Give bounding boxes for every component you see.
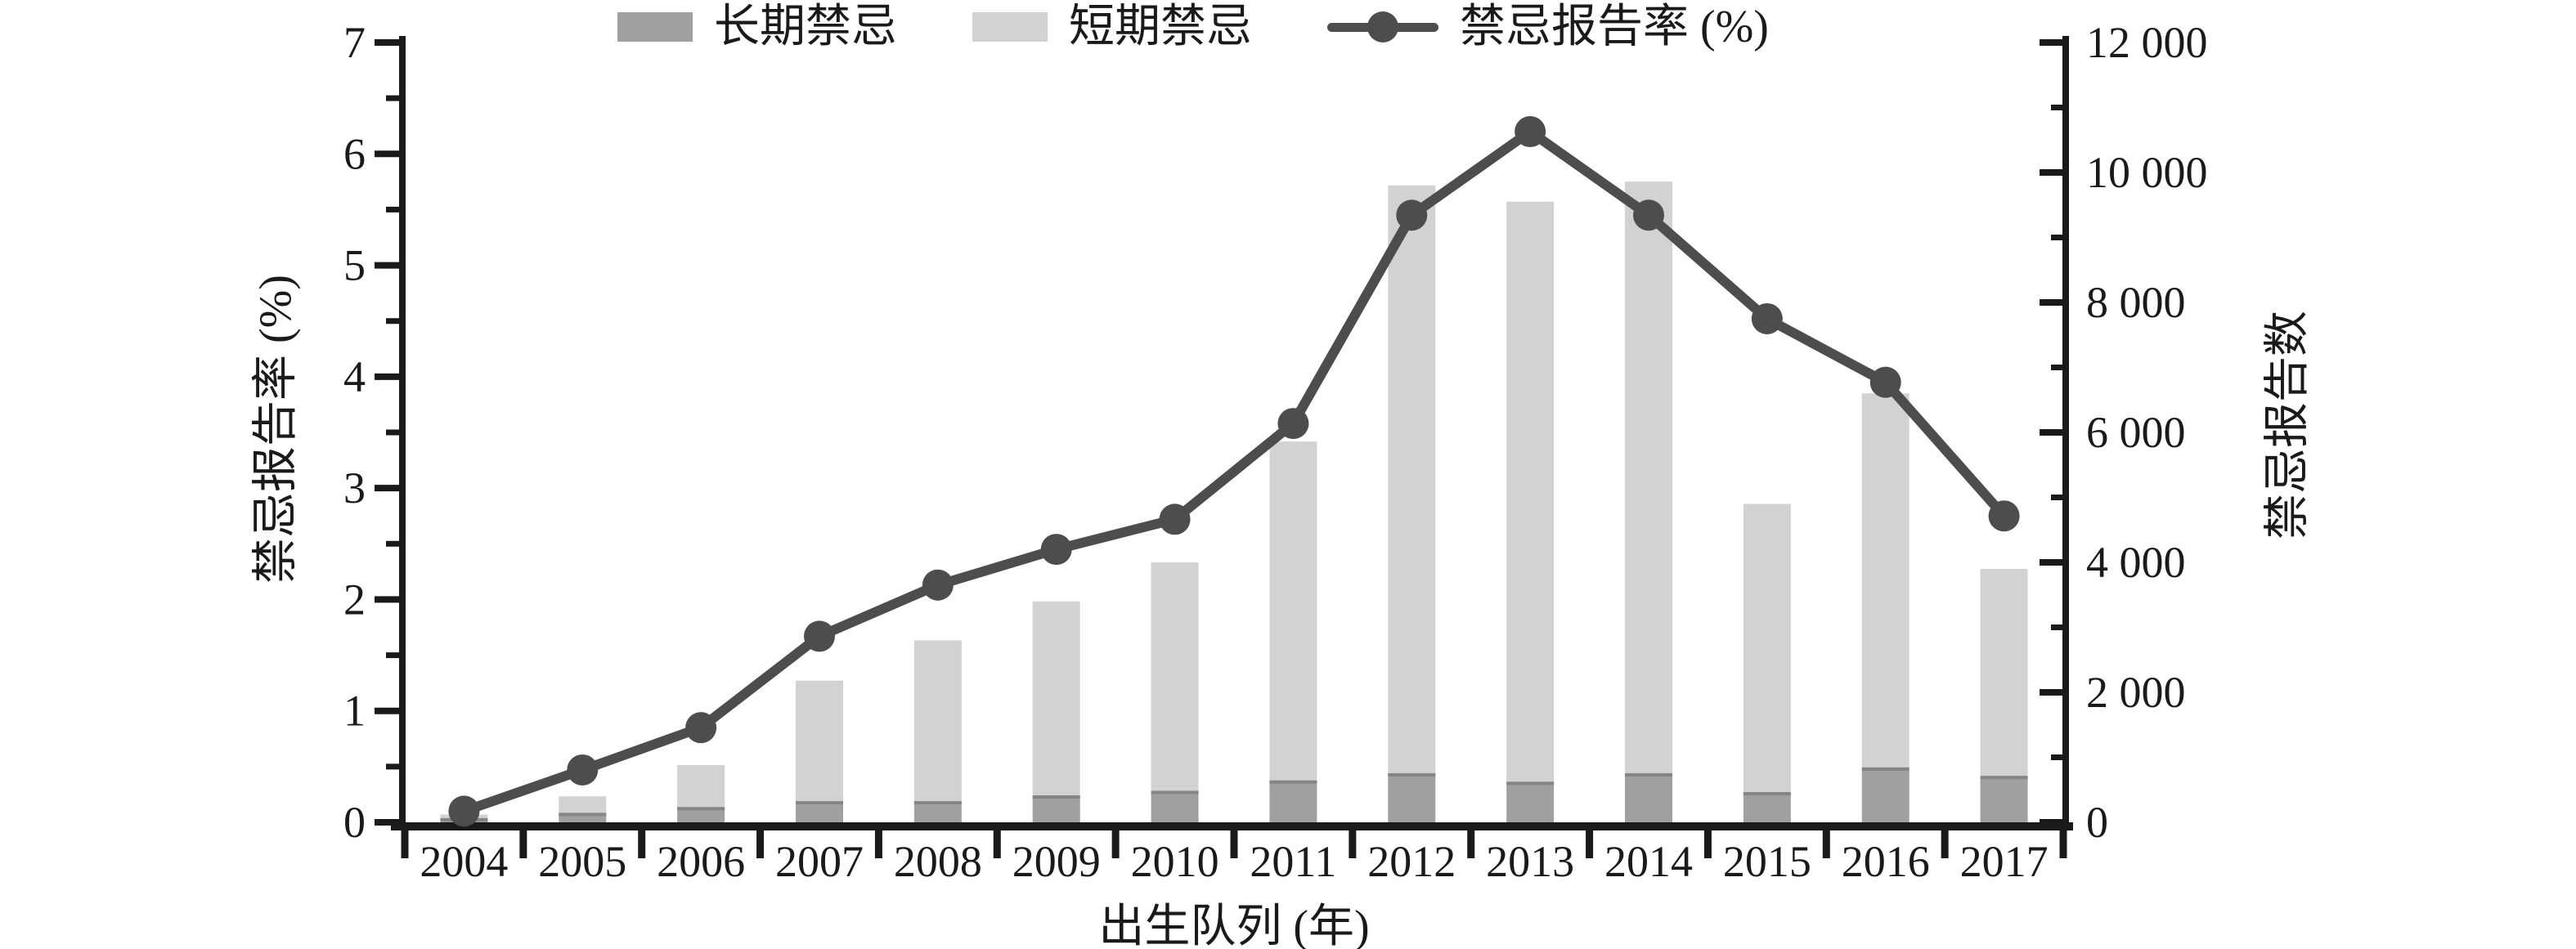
rate-marker-2016 <box>1869 366 1901 398</box>
rate-marker-2011 <box>1277 408 1309 440</box>
rate-marker-2012 <box>1396 199 1428 231</box>
bar-long-term-edge-2017 <box>1980 776 2028 780</box>
bar-short-term-2011 <box>1269 441 1317 782</box>
legend-label: 短期禁忌 <box>1069 2 1252 52</box>
x-axis-tick-label: 2017 <box>1960 837 2049 886</box>
rate-marker-2007 <box>804 620 835 652</box>
bar-long-term-edge-2011 <box>1269 780 1317 784</box>
bar-long-term-2013 <box>1506 783 1555 822</box>
x-axis-tick-label: 2008 <box>894 837 982 886</box>
bar-short-term-2017 <box>1980 568 2028 778</box>
bar-long-term-2009 <box>1032 796 1080 822</box>
left-axis-tick-label: 7 <box>343 18 366 67</box>
bar-long-term-2012 <box>1388 774 1436 822</box>
bar-long-term-edge-2015 <box>1743 792 1791 796</box>
legend: 长期禁忌 短期禁忌 禁忌报告率 (%) <box>617 2 1769 52</box>
left-axis-tick-label: 2 <box>343 575 366 624</box>
x-axis-tick-label: 2011 <box>1250 837 1336 886</box>
x-axis-title: 出生队列 (年) <box>1098 902 1370 949</box>
rate-marker-2008 <box>922 569 954 601</box>
x-axis-tick-label: 2005 <box>538 837 626 886</box>
bar-long-term-2014 <box>1625 774 1672 822</box>
bar-long-term-2005 <box>559 814 607 822</box>
left-axis-title: 禁忌报告率 (%) <box>250 275 302 584</box>
bar-long-term-2015 <box>1743 794 1791 822</box>
legend-item-short-term: 短期禁忌 <box>972 2 1252 52</box>
rate-marker-2017 <box>1988 500 2020 532</box>
legend-circle-icon <box>1367 11 1398 43</box>
right-axis-tick-label: 12 000 <box>2086 18 2208 67</box>
long-term-swatch-icon <box>617 12 693 42</box>
bar-long-term-edge-2014 <box>1625 772 1672 777</box>
rate-marker-2010 <box>1159 504 1191 535</box>
right-axis-tick-label: 2 000 <box>2086 668 2186 717</box>
bar-short-term-2015 <box>1743 504 1791 795</box>
x-axis-tick-label: 2006 <box>657 837 745 886</box>
x-axis-tick-label: 2004 <box>420 837 508 886</box>
left-axis-tick-label: 0 <box>343 798 366 847</box>
bar-short-term-2009 <box>1032 601 1080 797</box>
legend-label: 长期禁忌 <box>714 2 897 52</box>
bar-short-term-2006 <box>677 765 725 809</box>
bar-long-term-edge-2016 <box>1861 767 1910 771</box>
rate-marker-2013 <box>1515 116 1546 148</box>
x-axis-tick-label: 2007 <box>775 837 864 886</box>
x-axis-tick-label: 2013 <box>1486 837 1574 886</box>
bar-long-term-edge-2007 <box>796 801 843 805</box>
bar-long-term-edge-2010 <box>1151 790 1199 795</box>
bar-long-term-edge-2008 <box>913 801 962 805</box>
bar-long-term-2007 <box>796 803 843 822</box>
x-axis-tick-label: 2014 <box>1604 837 1693 886</box>
legend-item-long-term: 长期禁忌 <box>617 2 897 52</box>
rate-marker-2009 <box>1040 534 1072 566</box>
bar-short-term-2014 <box>1625 181 1672 775</box>
rate-line <box>459 127 2009 817</box>
bar-long-term-edge-2006 <box>677 807 725 811</box>
legend-item-rate: 禁忌报告率 (%) <box>1327 2 1769 52</box>
bar-long-term-edge-2005 <box>559 812 607 817</box>
rate-marker-2004 <box>448 795 480 827</box>
left-axis-tick-label: 6 <box>343 129 366 178</box>
bar-short-term-2013 <box>1506 201 1555 784</box>
legend-label: 禁忌报告率 (%) <box>1460 2 1769 52</box>
left-axis-tick-label: 1 <box>343 687 366 736</box>
bar-long-term-2011 <box>1269 781 1317 822</box>
bar-short-term-2016 <box>1861 393 1910 769</box>
bar-long-term-2008 <box>913 803 962 822</box>
bar-short-term-2007 <box>796 680 843 804</box>
bar-short-term-2012 <box>1388 185 1436 775</box>
left-axis-tick-label: 3 <box>343 463 366 513</box>
bar-long-term-2017 <box>1980 777 2028 822</box>
x-axis-tick-label: 2009 <box>1012 837 1101 886</box>
line-marker-swatch-icon <box>1327 7 1438 47</box>
short-term-swatch-icon <box>972 12 1048 42</box>
bar-long-term-2010 <box>1151 792 1199 822</box>
right-axis-tick-label: 0 <box>2086 798 2108 847</box>
rate-marker-2005 <box>567 754 599 786</box>
bar-long-term-edge-2012 <box>1388 772 1436 777</box>
x-axis-tick-label: 2010 <box>1131 837 1219 886</box>
right-axis-tick-label: 8 000 <box>2086 278 2186 327</box>
rate-marker-2015 <box>1751 302 1783 334</box>
right-axis-tick-label: 6 000 <box>2086 408 2186 457</box>
bar-short-term-2008 <box>913 640 962 804</box>
x-axis-tick-label: 2015 <box>1723 837 1811 886</box>
bar-long-term-edge-2013 <box>1506 781 1555 786</box>
rate-marker-2006 <box>685 712 717 744</box>
right-axis-tick-label: 4 000 <box>2086 538 2186 587</box>
bar-long-term-2006 <box>677 808 725 822</box>
left-axis-tick-label: 4 <box>343 352 366 401</box>
right-axis-tick-label: 10 000 <box>2086 148 2208 197</box>
bar-short-term-2005 <box>559 796 607 815</box>
bar-long-term-2016 <box>1861 768 1910 822</box>
bar-short-term-2010 <box>1151 562 1199 793</box>
left-axis-tick-label: 5 <box>343 241 366 290</box>
bar-long-term-edge-2009 <box>1032 795 1080 799</box>
x-axis-tick-label: 2016 <box>1842 837 1930 886</box>
rate-marker-2014 <box>1633 199 1664 231</box>
right-axis-title: 禁忌报告数 <box>2262 311 2313 539</box>
x-axis-tick-label: 2012 <box>1367 837 1456 886</box>
